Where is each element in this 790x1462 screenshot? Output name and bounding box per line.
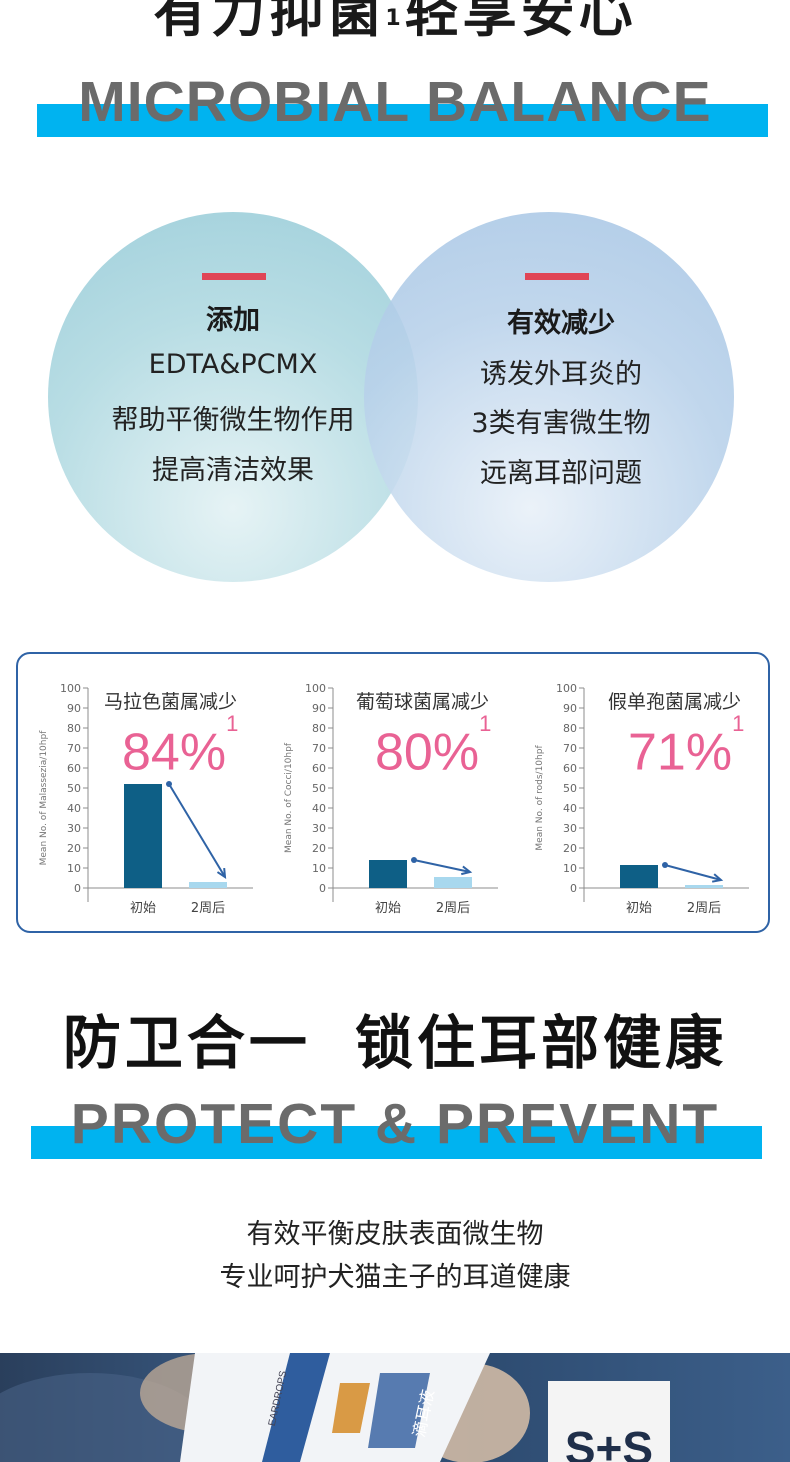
circle-right-heading: 有效减少 <box>507 308 615 339</box>
chart-2-percent: 80%1 <box>375 711 491 782</box>
chart-2-footnote: 1 <box>479 711 492 736</box>
chart-2-y-tick-label: 90 <box>312 702 326 715</box>
chart-1-percent: 84%1 <box>122 711 238 782</box>
chart-2-y-tick-label: 70 <box>312 742 326 755</box>
body-line-1: 有效平衡皮肤表面微生物 <box>246 1219 544 1250</box>
chart-1-y-tick-label: 60 <box>67 762 81 775</box>
red-dash-right <box>525 273 589 280</box>
chart-1-y-tick-label: 30 <box>67 822 81 835</box>
chart-2-y-tick-label: 30 <box>312 822 326 835</box>
chart-3-title: 假单孢菌属减少 <box>608 691 742 713</box>
chart-2-y-tick-label: 100 <box>305 682 326 695</box>
chart-3-y-tick-label: 20 <box>563 842 577 855</box>
chart-2-percent-value: 80% <box>375 723 480 782</box>
chart-1-y-tick-label: 70 <box>67 742 81 755</box>
chart-3-trend-arrow <box>664 864 722 881</box>
chart-2-y-label: Mean No. of Cocci/10hpf <box>284 742 294 853</box>
circle-left-line-3: 提高清洁效果 <box>152 455 314 486</box>
chart-3-y-tick-label: 40 <box>563 802 577 815</box>
blue-band-2 <box>31 1126 762 1159</box>
chart-2-bar-1 <box>369 860 407 888</box>
band-title-microbial-balance: MICROBIAL BALANCE <box>78 70 712 134</box>
chart-2-y-tick-label: 0 <box>319 882 326 895</box>
chart-2-y-tick-label: 60 <box>312 762 326 775</box>
chart-1-category-label: 2周后 <box>191 901 225 916</box>
body-line-2: 专业呵护犬猫主子的耳道健康 <box>219 1262 571 1293</box>
chart-1-y-tick-label: 100 <box>60 682 81 695</box>
chart-2-category-label: 2周后 <box>436 901 470 916</box>
chart-1-category-label: 初始 <box>130 901 156 916</box>
blue-band <box>37 104 768 137</box>
chart-3-category-label: 2周后 <box>687 901 721 916</box>
chart-3-y-tick-label: 80 <box>563 722 577 735</box>
brand-logo: S+S <box>564 1422 654 1462</box>
chart-2-y-tick-label: 10 <box>312 862 326 875</box>
chart-2-trend-arrow <box>413 859 471 873</box>
chart-1-percent-value: 84% <box>122 723 227 782</box>
product-photo: EARDROPS 滴耳液 S+S <box>0 1353 790 1462</box>
chart-3-y-label: Mean No. of rods/10hpf <box>535 745 545 851</box>
chart-3-y-tick-label: 50 <box>563 782 577 795</box>
chart-1-arrow-head <box>216 867 227 879</box>
chart-1-y-tick-label: 10 <box>67 862 81 875</box>
title-part-2: 轻享安心 <box>404 0 637 44</box>
chart-3-y-tick-label: 90 <box>563 702 577 715</box>
chart-3-percent-value: 71% <box>628 723 733 782</box>
chart-1-y-tick-label: 20 <box>67 842 81 855</box>
chart-3-bar-2 <box>685 885 723 888</box>
chart-1-bar-2 <box>189 882 227 888</box>
chart-2-category-label: 初始 <box>375 901 401 916</box>
chart-3-category-label: 初始 <box>626 901 652 916</box>
circle-right <box>364 212 734 582</box>
chart-3-y-tick-label: 10 <box>563 862 577 875</box>
chart-1-y-tick-label: 0 <box>74 882 81 895</box>
title-part-1: 有力抑菌 <box>153 0 386 44</box>
circle-left-line-1: EDTA&PCMX <box>148 349 318 380</box>
chart-1-y-tick-label: 50 <box>67 782 81 795</box>
chart-3-percent: 71%1 <box>628 711 744 782</box>
chart-3-footnote: 1 <box>732 711 745 736</box>
chart-1-title: 马拉色菌属减少 <box>104 691 238 713</box>
chart-2-y-tick-label: 40 <box>312 802 326 815</box>
circle-left-line-2: 帮助平衡微生物作用 <box>111 405 355 436</box>
circle-right-line-1: 诱发外耳炎的 <box>480 359 642 390</box>
chart-2-title: 葡萄球菌属减少 <box>356 691 490 713</box>
chart-3-y-tick-label: 30 <box>563 822 577 835</box>
chart-3-y-tick-label: 0 <box>570 882 577 895</box>
chart-3-bar-1 <box>620 865 658 888</box>
chart-1-y-tick-label: 40 <box>67 802 81 815</box>
red-dash-left <box>202 273 266 280</box>
chart-3-y-tick-label: 70 <box>563 742 577 755</box>
chart-2-arrow-head <box>461 865 473 876</box>
footnote-marker: 1 <box>385 6 405 31</box>
chart-1-y-tick-label: 80 <box>67 722 81 735</box>
chart-2-y-tick-label: 80 <box>312 722 326 735</box>
chart-2-bar-2 <box>434 877 472 888</box>
chart-2-y-tick-label: 20 <box>312 842 326 855</box>
circle-right-line-3: 远离耳部问题 <box>480 458 642 489</box>
band-title-protect-prevent: PROTECT & PREVENT <box>70 1092 720 1156</box>
chart-1-trend-arrow <box>168 783 226 878</box>
chart-3-y-tick-label: 60 <box>563 762 577 775</box>
circle-left-heading: 添加 <box>206 305 260 336</box>
chart-1-y-label: Mean No. of Malassezia/10hpf <box>39 730 49 866</box>
product-photo-art <box>0 1353 670 1462</box>
section-title-protect: 防卫合一 锁住耳部健康 <box>62 1009 728 1077</box>
charts-panel: 马拉色菌属减少 84%1 葡萄球菌属减少 80%1 假单孢菌属减少 71%1 0… <box>16 652 770 933</box>
circle-right-line-2: 3类有害微生物 <box>471 408 651 439</box>
section-title-antibacterial: 有力抑菌1轻享安心 <box>0 0 790 48</box>
chart-1-footnote: 1 <box>226 711 239 736</box>
chart-1-bar-1 <box>124 784 162 888</box>
chart-3-y-tick-label: 100 <box>556 682 577 695</box>
chart-1-y-tick-label: 90 <box>67 702 81 715</box>
chart-2-y-tick-label: 50 <box>312 782 326 795</box>
circle-left <box>48 212 418 582</box>
chart-3-arrow-head <box>711 873 724 883</box>
